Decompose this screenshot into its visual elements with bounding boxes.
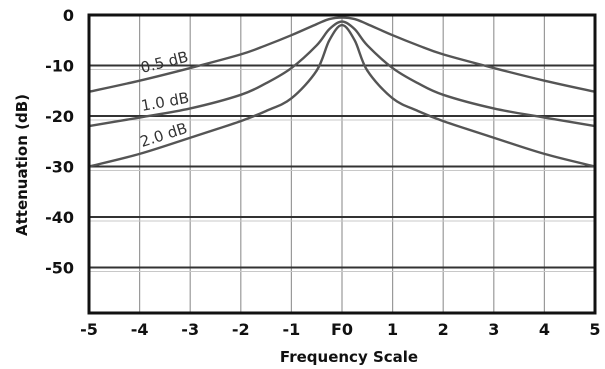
- x-tick-label: 5: [589, 320, 600, 339]
- y-tick-labels: 0 -10 -20 -30 -40 -50: [45, 6, 74, 278]
- plot-frame: [87, 13, 597, 315]
- y-tick-label: 0: [63, 6, 74, 25]
- x-tick-labels: -5 -4 -3 -2 -1 F0 1 2 3 4 5: [80, 320, 600, 339]
- y-tick-label: -10: [45, 57, 74, 76]
- x-tick-label: -2: [232, 320, 250, 339]
- series-labels: 0.5 dB1.0 dB2.0 dB: [138, 48, 191, 151]
- x-tick-label: 3: [488, 320, 499, 339]
- x-axis-title: Frequency Scale: [280, 348, 418, 366]
- x-tick-label: F0: [331, 320, 353, 339]
- y-tick-label: -20: [45, 107, 74, 126]
- x-tick-label: -4: [131, 320, 149, 339]
- series-line-2: [88, 23, 596, 168]
- y-tick-label: -40: [45, 208, 74, 227]
- x-tick-label: 4: [539, 320, 550, 339]
- series-line-0: [88, 16, 596, 93]
- x-tick-label: 2: [438, 320, 449, 339]
- x-tick-label: 1: [387, 320, 398, 339]
- series-line-1: [88, 20, 596, 128]
- y-tick-label: -30: [45, 158, 74, 177]
- series-lines: [88, 16, 596, 168]
- x-tick-label: -5: [80, 320, 98, 339]
- y-axis-title: Attenuation (dB): [13, 94, 31, 236]
- x-tick-label: -3: [181, 320, 199, 339]
- y-tick-label: -50: [45, 259, 74, 278]
- series-label: 0.5 dB: [139, 48, 190, 77]
- x-tick-label: -1: [283, 320, 301, 339]
